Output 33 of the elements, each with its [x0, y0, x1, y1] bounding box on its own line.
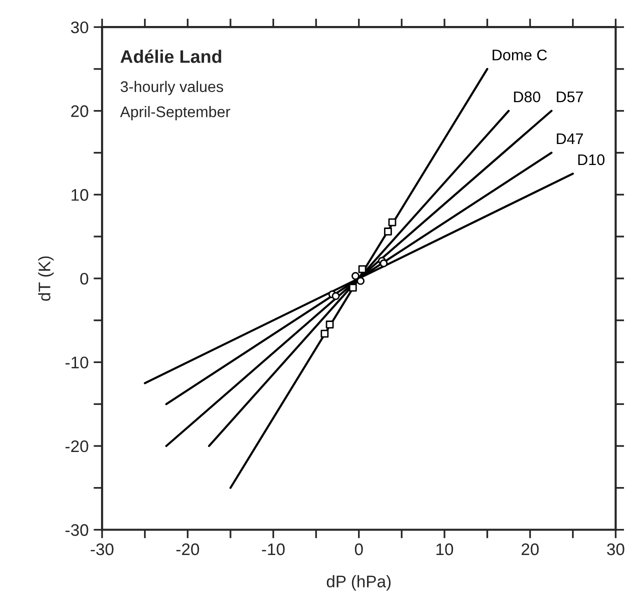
point [380, 259, 388, 268]
series-label: D10 [578, 154, 604, 166]
x-tick-label: -10 [262, 543, 285, 556]
series-label: D47 [556, 134, 583, 144]
annotation: 3-hourly values [120, 80, 224, 96]
x-axis-title: dP (hPa) [326, 575, 391, 591]
point [332, 292, 340, 300]
series-label: Dome C [492, 50, 547, 60]
y-tick-label: -10 [66, 356, 88, 368]
series-label: D57 [556, 92, 583, 102]
y-tick-label: 10 [72, 189, 88, 201]
y-axis-title: dT (K) [38, 256, 54, 301]
point [358, 265, 366, 274]
x-tick-label: -30 [90, 543, 114, 556]
x-tick-label: 10 [436, 543, 454, 556]
series-label: D80 [514, 91, 540, 102]
annotation: Adélie Land [120, 50, 222, 63]
point [326, 320, 334, 328]
point [320, 330, 329, 338]
point [388, 218, 396, 226]
x-tick-label: 0 [354, 543, 363, 556]
y-tick-label: -20 [66, 440, 88, 452]
y-tick-label: -30 [66, 524, 88, 536]
x-tick-label: -20 [176, 543, 200, 556]
x-tick-label: 20 [522, 543, 539, 556]
annotation: April-September [120, 106, 230, 120]
point [384, 228, 392, 236]
y-tick-label: 0 [80, 272, 88, 285]
x-tick-label: 30 [607, 543, 624, 556]
y-tick-label: 20 [71, 105, 88, 118]
point [348, 284, 357, 292]
point [352, 272, 360, 280]
y-tick-label: 30 [70, 21, 88, 34]
